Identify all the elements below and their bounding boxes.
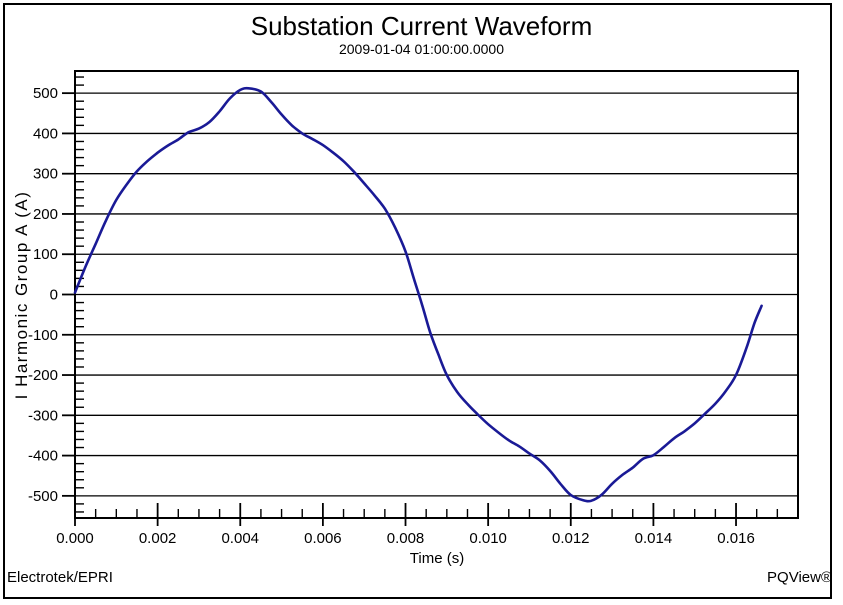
current-waveform-line — [73, 86, 763, 503]
x-tick-label: 0.008 — [387, 530, 425, 547]
y-tick-label: 300 — [33, 166, 58, 183]
x-tick-label: 0.016 — [717, 530, 755, 547]
chart-title: Substation Current Waveform — [250, 11, 593, 41]
y-axis-title: I Harmonic Group A (A) — [12, 190, 31, 400]
x-tick-label: 0.004 — [221, 530, 259, 547]
x-tick-label: 0.010 — [469, 530, 507, 547]
y-tick-label: 0 — [50, 287, 58, 304]
y-tick-label: -100 — [28, 327, 58, 344]
x-tick-label: 0.006 — [304, 530, 342, 547]
y-tick-label: -400 — [28, 448, 58, 465]
app-brand-label: PQView® — [767, 569, 832, 586]
x-tick-label: 0.000 — [56, 530, 94, 547]
y-tick-label: -300 — [28, 407, 58, 424]
y-tick-label: -500 — [28, 488, 58, 505]
x-axis-title: Time (s) — [409, 550, 465, 567]
y-tick-label: 200 — [33, 206, 58, 223]
x-tick-label: 0.002 — [139, 530, 177, 547]
x-tick-label: 0.014 — [635, 530, 673, 547]
y-tick-label: 400 — [33, 125, 58, 142]
plot-frame — [74, 70, 799, 519]
y-tick-label: 100 — [33, 246, 58, 263]
chart-timestamp: 2009-01-04 01:00:00.0000 — [338, 41, 505, 57]
source-label: Electrotek/EPRI — [7, 569, 113, 586]
y-tick-label: 500 — [33, 85, 58, 102]
x-tick-label: 0.012 — [552, 530, 590, 547]
y-tick-label: -200 — [28, 367, 58, 384]
